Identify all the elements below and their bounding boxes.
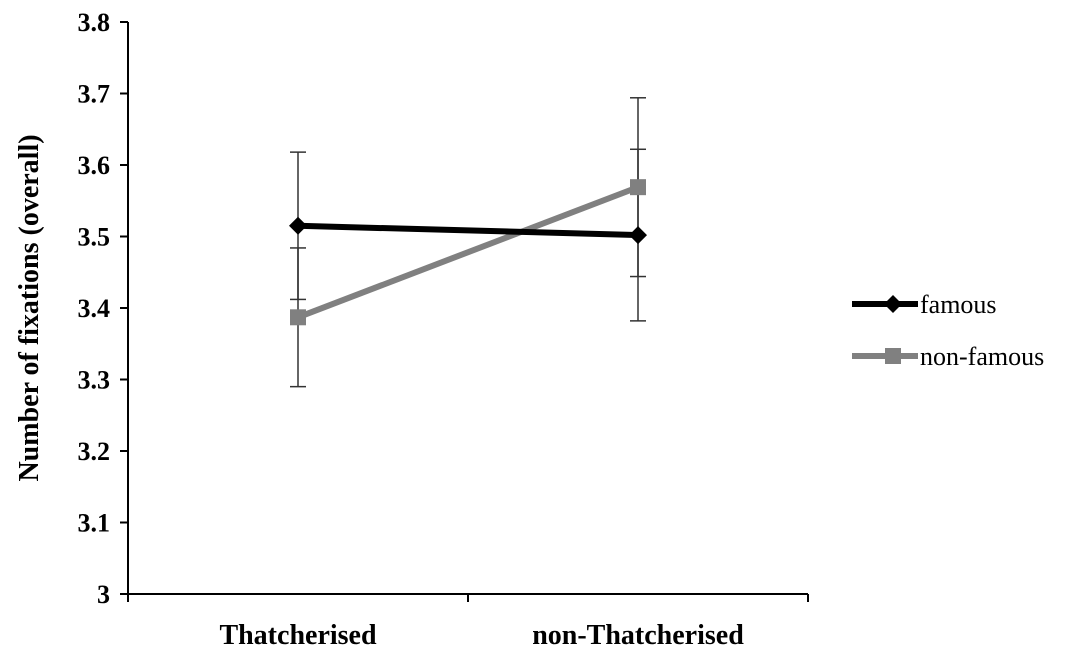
- data-point-non-famous: [630, 179, 646, 196]
- y-tick-label: 3.2: [78, 437, 111, 466]
- legend-item-non-famous: non-famous: [852, 342, 1044, 371]
- legend: famous non-famous: [852, 290, 1044, 371]
- y-tick-label: 3.5: [78, 223, 111, 252]
- legend-label: non-famous: [920, 342, 1044, 371]
- legend-label: famous: [920, 290, 997, 319]
- y-tick-label: 3.4: [78, 294, 111, 323]
- y-tick-label: 3.3: [78, 366, 111, 395]
- x-ticks: Thatcherised non-Thatcherised: [127, 594, 809, 647]
- y-tick-label: 3: [97, 580, 110, 609]
- x-category-label: Thatcherised: [219, 620, 377, 647]
- y-tick-label: 3.8: [78, 8, 111, 37]
- y-tick-label: 3.6: [78, 151, 111, 180]
- data-point-famous: [629, 226, 647, 245]
- x-category-label: non-Thatcherised: [532, 620, 744, 647]
- data-point-famous: [289, 216, 307, 235]
- series-line-famous: [297, 222, 639, 239]
- series-layer: [289, 97, 647, 388]
- legend-item-famous: famous: [852, 290, 997, 319]
- series-line-non-famous: [296, 184, 640, 321]
- legend-marker: [885, 348, 901, 364]
- y-axis-title: Number of fixations (overall): [14, 134, 45, 481]
- y-tick-label: 3.1: [78, 509, 111, 538]
- data-point-non-famous: [290, 309, 306, 326]
- y-tick-label: 3.7: [78, 80, 111, 109]
- axes: 3 3.1 3.2 3.3 3.4 3.5 3.6 3.7 3.8 Thatcherised no…: [78, 8, 809, 647]
- y-ticks: 3 3.1 3.2 3.3 3.4 3.5 3.6 3.7 3.8: [78, 8, 128, 609]
- legend-marker: [884, 295, 902, 313]
